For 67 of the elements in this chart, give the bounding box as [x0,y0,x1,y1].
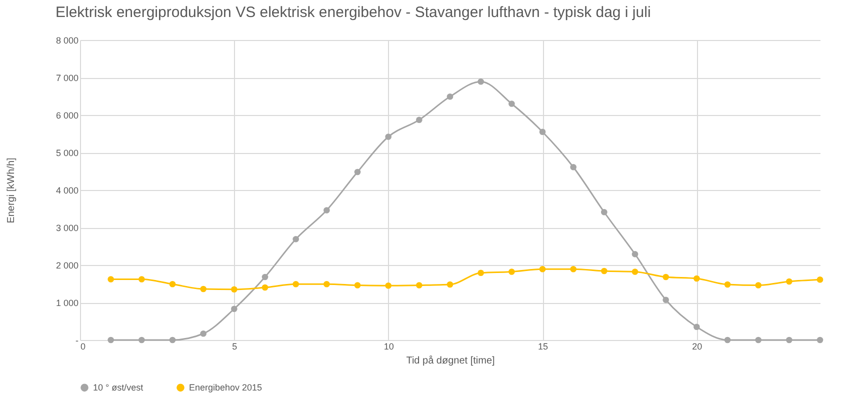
y-tick-label: 4 000 [56,186,78,196]
x-tick-label: 20 [692,342,702,352]
point [108,276,114,282]
point [416,282,422,288]
point [385,282,392,289]
point [724,336,731,344]
y-tick-label: 2 000 [56,260,78,270]
point [324,280,330,288]
point [200,330,206,337]
point [601,208,608,216]
point [292,280,299,288]
point [446,281,454,288]
point [138,336,145,344]
y-axis-title: Energi [kWh/h] [6,157,17,224]
point [570,164,576,170]
point [662,274,669,280]
point [786,336,792,344]
x-tick-label: 5 [232,342,238,352]
point [694,275,700,282]
point [786,278,792,285]
point [262,284,268,291]
y-tick-label: 8 000 [56,36,78,46]
point [662,296,669,304]
y-tick-label: 6 000 [56,110,78,120]
point [416,116,422,124]
point [478,78,484,85]
legend-label: Energibehov 2015 [189,382,262,393]
point [354,168,361,176]
y-tick-label: 3 000 [56,223,78,233]
chart-title: Elektrisk energiproduksjon VS elektrisk energibehov - Stavanger lufthavn - typisk dag i juli [55,4,651,21]
point [200,286,206,292]
point [601,268,608,274]
x-axis-title: Tid på døgnet [time] [406,354,495,366]
point [385,134,392,140]
point [446,93,454,100]
point [231,306,238,312]
x-tick-label: 15 [538,342,548,352]
point [108,336,114,344]
point [539,266,546,272]
y-tick-label: 5 000 [56,148,78,158]
point [816,336,824,344]
legend-label: 10 ° øst/vest [93,382,144,393]
y-tick-label: 1 000 [56,298,78,308]
point [755,336,762,344]
y-tick-label: - [76,336,78,346]
point [262,274,268,280]
point [539,128,546,136]
point [570,266,576,272]
point [694,324,700,330]
x-tick-label: 0 [80,342,86,352]
point [632,250,638,258]
point [632,268,638,275]
x-tick-label: 10 [384,342,394,352]
point [354,282,361,288]
y-tick-label: 7 000 [56,73,78,83]
point [292,236,299,242]
point [231,286,238,293]
point [755,282,762,288]
point [508,100,515,107]
point [138,276,145,282]
point [169,280,176,288]
point [478,270,484,276]
point [724,281,731,288]
point [816,276,824,283]
point [508,268,515,275]
point [169,336,176,344]
point [324,207,330,214]
